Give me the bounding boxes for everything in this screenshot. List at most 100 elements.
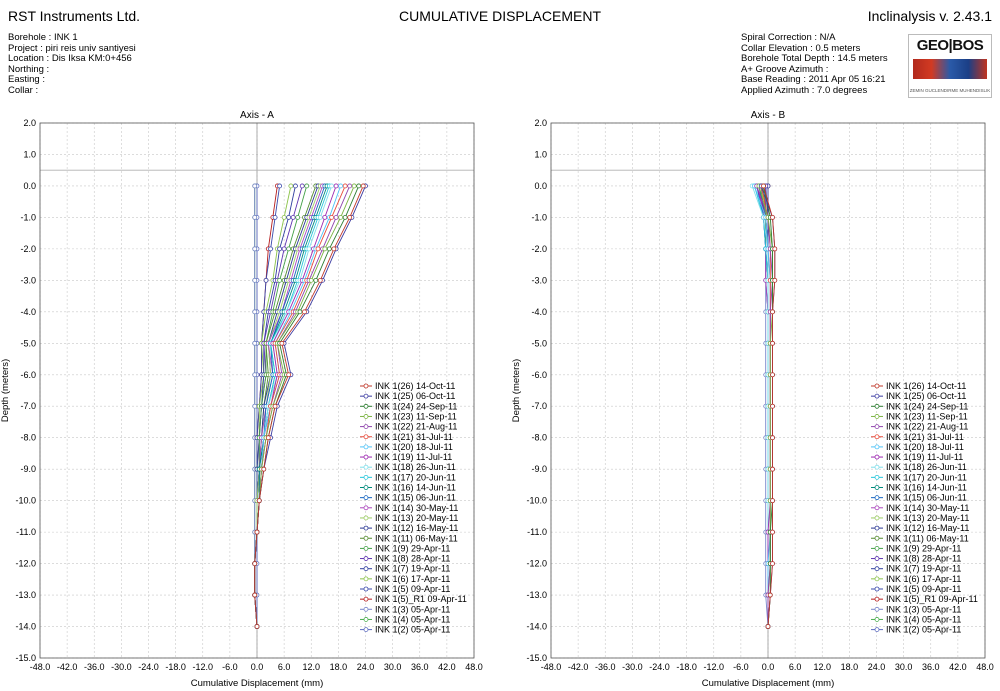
- y-tick-label: -14.0: [526, 622, 547, 632]
- x-tick-label: -12.0: [192, 662, 213, 672]
- data-point: [252, 277, 258, 283]
- data-point: [333, 215, 339, 220]
- data-point: [256, 498, 262, 504]
- y-tick-label: -3.0: [531, 275, 547, 285]
- legend-item: INK 1(14) 30-May-11: [871, 503, 969, 513]
- legend-label: INK 1(4) 05-Apr-11: [886, 614, 961, 624]
- legend-swatch-marker: [363, 464, 369, 470]
- legend-item: INK 1(20) 18-Jul-11: [871, 442, 964, 452]
- data-point: [277, 246, 283, 252]
- legend-item: INK 1(18) 26-Jun-11: [360, 462, 456, 472]
- plot-frame: [39, 122, 475, 659]
- legend-label: INK 1(15) 06-Jun-11: [375, 493, 456, 503]
- legend-swatch-marker: [874, 576, 880, 582]
- legend-item: INK 1(14) 30-May-11: [360, 503, 458, 513]
- data-point: [286, 372, 292, 378]
- legend-swatch-marker: [874, 535, 880, 541]
- legend-swatch-marker: [363, 434, 369, 440]
- legend-swatch-marker: [363, 627, 369, 632]
- legend-label: INK 1(3) 05-Apr-11: [375, 604, 450, 614]
- data-point: [770, 498, 775, 504]
- data-point: [770, 529, 775, 535]
- legend-item: INK 1(12) 16-May-11: [871, 523, 969, 533]
- legend-label: INK 1(26) 14-Oct-11: [886, 381, 966, 391]
- plot-frame: [550, 122, 986, 659]
- legend-label: INK 1(13) 20-May-11: [886, 513, 969, 523]
- data-point: [326, 246, 332, 252]
- legend-label: INK 1(12) 16-May-11: [886, 523, 969, 533]
- legend-swatch-marker: [874, 505, 880, 511]
- series-line: [761, 183, 778, 629]
- y-tick-label: -11.0: [16, 527, 36, 537]
- y-tick-label: 2.0: [534, 118, 547, 128]
- y-tick-label: -6.0: [531, 370, 547, 380]
- legend-label: INK 1(21) 31-Jul-11: [375, 432, 453, 442]
- data-point: [338, 183, 344, 189]
- data-point: [299, 183, 305, 189]
- x-tick-label: 0.0: [762, 662, 775, 672]
- legend-item: INK 1(9) 29-Apr-11: [360, 543, 450, 553]
- legend-label: INK 1(7) 19-Apr-11: [886, 564, 961, 574]
- legend-item: INK 1(5) 09-Apr-11: [360, 584, 450, 594]
- data-point: [317, 277, 323, 283]
- legend-item: INK 1(24) 24-Sep-11: [360, 401, 457, 411]
- legend-swatch-marker: [363, 596, 369, 602]
- legend-label: INK 1(19) 11-Jul-11: [375, 452, 452, 462]
- legend-item: INK 1(19) 11-Jul-11: [360, 452, 452, 462]
- data-point: [288, 183, 294, 189]
- data-point: [268, 246, 273, 252]
- data-point: [770, 372, 775, 378]
- legend-swatch-marker: [874, 606, 880, 612]
- x-axis-label: Cumulative Displacement (mm): [702, 678, 835, 689]
- y-tick-label: -5.0: [20, 338, 36, 348]
- data-point: [347, 183, 353, 189]
- y-axis-label: Depth (meters): [511, 359, 522, 422]
- legend-item: INK 1(5) 09-Apr-11: [871, 584, 961, 594]
- legend-item: INK 1(8) 28-Apr-11: [871, 554, 961, 564]
- x-tick-label: -18.0: [676, 662, 697, 672]
- legend-label: INK 1(18) 26-Jun-11: [886, 462, 967, 472]
- legend-swatch-marker: [363, 444, 369, 450]
- y-tick-label: -7.0: [531, 401, 547, 411]
- legend-item: INK 1(12) 16-May-11: [360, 523, 458, 533]
- legend-item: INK 1(2) 05-Apr-11: [871, 625, 961, 635]
- borehole-info: Borehole : INK 1 Project : piri reis uni…: [8, 32, 136, 97]
- x-tick-label: 6.0: [278, 662, 291, 672]
- x-tick-label: 30.0: [384, 662, 402, 672]
- legend-label: INK 1(25) 06-Oct-11: [375, 391, 455, 401]
- x-tick-label: -42.0: [568, 662, 589, 672]
- x-tick-label: 48.0: [465, 662, 483, 672]
- x-tick-label: 42.0: [438, 662, 456, 672]
- x-tick-label: -36.0: [84, 662, 105, 672]
- easting-label: Easting :: [8, 74, 45, 86]
- x-tick-label: 36.0: [922, 662, 940, 672]
- data-point: [317, 215, 323, 220]
- legend-item: INK 1(26) 14-Oct-11: [360, 381, 455, 391]
- data-point: [254, 529, 260, 535]
- data-point: [272, 215, 278, 220]
- legend-swatch-marker: [874, 403, 880, 409]
- legend-label: INK 1(20) 18-Jul-11: [375, 442, 453, 452]
- data-point: [333, 183, 339, 189]
- y-tick-label: -11.0: [527, 527, 547, 537]
- legend-swatch-marker: [874, 454, 880, 460]
- legend-item: INK 1(17) 20-Jun-11: [360, 472, 456, 482]
- legend-swatch-marker: [874, 474, 880, 480]
- y-tick-label: -13.0: [15, 590, 36, 600]
- y-tick-label: 1.0: [23, 149, 36, 159]
- y-tick-label: -12.0: [15, 559, 36, 569]
- logo-text: GEO|BOS: [916, 37, 984, 54]
- legend-swatch-marker: [874, 566, 880, 572]
- groove-azimuth-label: A+ Groove Azimuth :: [741, 63, 829, 75]
- x-tick-label: -6.0: [733, 662, 749, 672]
- data-point: [322, 246, 328, 252]
- data-point: [772, 277, 778, 283]
- data-point: [295, 215, 301, 220]
- project-label: Project : piri reis univ santiyesi: [8, 42, 136, 54]
- x-tick-label: 24.0: [357, 662, 375, 672]
- legend-item: INK 1(22) 21-Aug-11: [360, 422, 457, 432]
- legend-swatch-marker: [874, 627, 880, 632]
- legend-item: INK 1(13) 20-May-11: [360, 513, 458, 523]
